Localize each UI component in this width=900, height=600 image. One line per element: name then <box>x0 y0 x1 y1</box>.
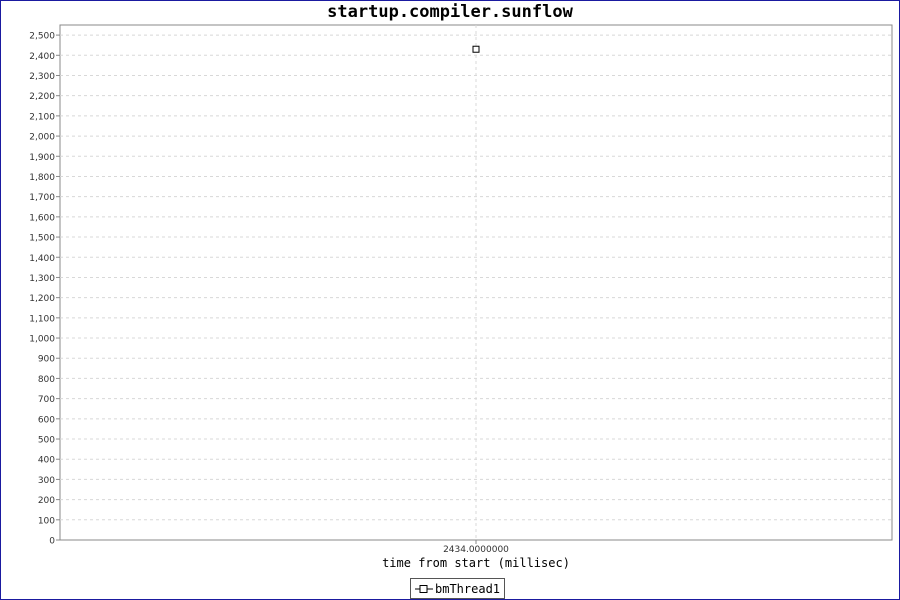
y-tick-label: 2,300 <box>29 72 55 82</box>
legend: bmThread1 <box>410 578 506 599</box>
y-tick-label: 100 <box>38 516 55 526</box>
y-tick-label: 600 <box>38 415 55 425</box>
y-tick-label: 700 <box>38 395 55 405</box>
y-tick-label: 1,900 <box>29 153 55 163</box>
grid-lines <box>60 25 892 540</box>
y-tick-label: 200 <box>38 496 55 506</box>
y-tick-label: 1,000 <box>29 335 55 345</box>
y-tick-label: 1,200 <box>29 294 55 304</box>
y-tick-label: 2,400 <box>29 52 55 62</box>
y-tick-label: 1,500 <box>29 234 55 244</box>
y-tick-label: 900 <box>38 355 55 365</box>
y-axis-ticks: 0 100 200 300 400 500 600 700 800 900 1,000 1,100 1,… <box>29 32 60 547</box>
y-tick-label: 1,100 <box>29 314 55 324</box>
plot-background <box>59 24 893 541</box>
x-axis-ticks: 2434.0000000 <box>443 540 509 555</box>
legend-item-label: bmThread1 <box>435 581 501 596</box>
y-tick-label: 2,100 <box>29 112 55 122</box>
y-tick-label: 800 <box>38 375 55 385</box>
legend-marker-square-icon <box>415 584 433 593</box>
chart-title: startup.compiler.sunflow <box>327 2 573 22</box>
y-tick-label: 0 <box>49 537 55 547</box>
y-tick-label: 500 <box>38 436 55 446</box>
y-tick-label: 1,600 <box>29 213 55 223</box>
y-tick-label: 2,200 <box>29 92 55 102</box>
y-tick-label: 1,400 <box>29 254 55 264</box>
y-tick-label: 1,300 <box>29 274 55 284</box>
y-tick-label: 1,800 <box>29 173 55 183</box>
y-tick-label: 2,000 <box>29 133 55 143</box>
y-tick-label: 2,500 <box>29 32 55 42</box>
y-tick-label: 400 <box>38 456 55 466</box>
data-point-marker <box>472 45 480 53</box>
y-tick-label: 1,700 <box>29 193 55 203</box>
data-points <box>472 45 480 53</box>
x-axis-label: time from start (millisec) <box>382 556 570 570</box>
x-tick-label: 2434.0000000 <box>443 545 509 555</box>
y-tick-label: 300 <box>38 476 55 486</box>
